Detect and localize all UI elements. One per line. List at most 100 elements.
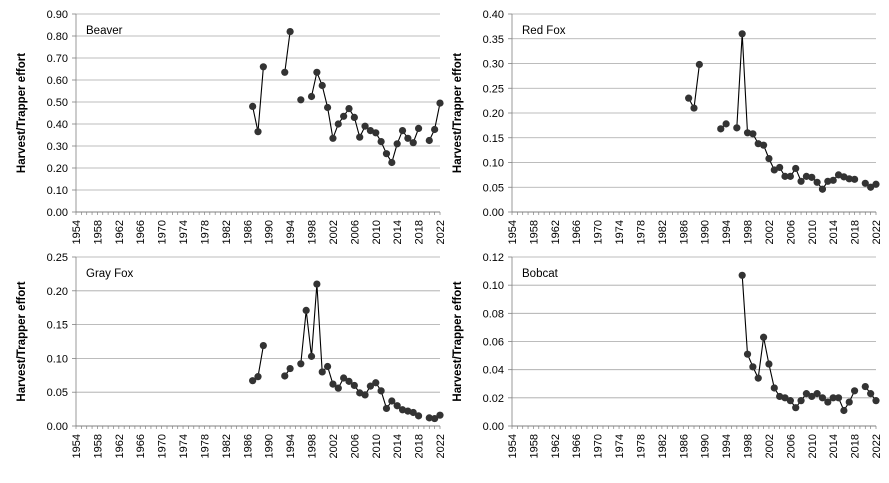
x-tick-label: 2014 xyxy=(392,220,404,244)
y-axis-title: Harvest/Trapper effort xyxy=(16,281,28,401)
data-point xyxy=(249,377,257,385)
data-point xyxy=(808,173,816,181)
data-point xyxy=(409,139,417,147)
x-tick-label: 2018 xyxy=(850,220,862,244)
data-point xyxy=(318,368,326,376)
data-point xyxy=(685,94,693,102)
data-point xyxy=(802,172,811,180)
x-tick-label: 2018 xyxy=(414,434,426,458)
x-tick-label: 1994 xyxy=(721,434,733,458)
y-tick-label: 0.00 xyxy=(47,421,68,433)
chart-title: Bobcat xyxy=(522,268,559,280)
data-point xyxy=(302,306,310,315)
data-point xyxy=(759,141,768,149)
data-point xyxy=(398,127,407,135)
x-tick-label: 2010 xyxy=(371,434,383,458)
x-tick-label: 1954 xyxy=(507,220,519,244)
data-point xyxy=(281,372,289,380)
data-point xyxy=(845,175,853,183)
data-point xyxy=(323,362,332,371)
x-tick-label: 1966 xyxy=(135,220,147,244)
data-point xyxy=(829,394,837,402)
y-tick-label: 0.50 xyxy=(47,97,68,109)
x-tick-label: 2014 xyxy=(828,220,840,244)
x-tick-label: 2002 xyxy=(328,220,340,244)
data-point xyxy=(350,113,358,121)
x-tick-label: 2006 xyxy=(785,220,797,244)
data-point xyxy=(792,404,800,412)
x-tick-label: 1966 xyxy=(135,434,147,458)
data-point xyxy=(388,397,396,405)
data-point xyxy=(797,397,805,405)
data-point xyxy=(781,394,789,402)
y-tick-label: 0.35 xyxy=(483,34,504,46)
x-tick-label: 1974 xyxy=(614,220,626,244)
data-point xyxy=(776,163,784,172)
y-tick-label: 0.25 xyxy=(47,252,68,264)
data-point xyxy=(845,398,853,406)
x-tick-label: 1974 xyxy=(614,434,626,458)
x-tick-label: 2014 xyxy=(392,434,404,458)
x-tick-label: 2002 xyxy=(764,434,776,458)
y-tick-label: 0.10 xyxy=(483,280,504,292)
x-tick-label: 1970 xyxy=(593,220,605,244)
x-tick-label: 2002 xyxy=(764,220,776,244)
x-tick-label: 1970 xyxy=(157,220,169,244)
data-point xyxy=(286,28,294,36)
x-tick-label: 1982 xyxy=(657,220,669,244)
y-tick-label: 0.90 xyxy=(47,9,68,21)
series-line xyxy=(284,31,291,73)
data-point xyxy=(436,411,444,419)
y-tick-label: 0.05 xyxy=(47,387,68,399)
data-point xyxy=(717,125,725,133)
data-point xyxy=(377,138,385,146)
data-point xyxy=(254,373,262,381)
y-tick-label: 0.15 xyxy=(483,133,504,145)
data-point xyxy=(404,134,412,142)
x-tick-label: 1986 xyxy=(242,434,254,458)
data-point xyxy=(259,63,267,71)
x-tick-label: 1982 xyxy=(657,434,669,458)
x-tick-label: 1982 xyxy=(221,220,233,244)
x-tick-label: 1974 xyxy=(178,220,190,244)
data-point xyxy=(297,360,305,368)
x-tick-label: 1958 xyxy=(528,434,540,458)
x-tick-label: 1994 xyxy=(285,220,297,244)
y-tick-label: 0.04 xyxy=(483,365,504,377)
x-tick-label: 2022 xyxy=(435,434,447,458)
data-point xyxy=(361,391,369,399)
data-point xyxy=(393,402,401,410)
data-point xyxy=(759,333,768,341)
y-tick-label: 0.00 xyxy=(47,207,68,219)
x-tick-label: 1998 xyxy=(743,434,755,458)
x-tick-label: 1990 xyxy=(700,434,712,458)
data-point xyxy=(738,30,746,38)
x-tick-label: 2006 xyxy=(349,434,361,458)
x-tick-label: 1994 xyxy=(721,220,733,244)
data-point xyxy=(388,158,396,167)
data-point xyxy=(743,129,752,137)
data-point xyxy=(382,150,391,158)
series-line xyxy=(688,64,700,110)
y-tick-label: 0.25 xyxy=(483,83,504,95)
y-tick-label: 0.05 xyxy=(483,182,504,194)
chart-title: Beaver xyxy=(86,25,123,37)
x-tick-label: 1986 xyxy=(678,434,690,458)
y-tick-label: 0.02 xyxy=(483,393,504,405)
data-point xyxy=(414,412,423,420)
series-line xyxy=(310,70,420,164)
data-point xyxy=(872,180,880,188)
chart-beaver: 0.00 0.10 0.20 0.30 0.40 0.50 0.60 0.70 0.80 0.90… xyxy=(16,9,447,244)
data-point xyxy=(356,133,364,141)
y-tick-label: 0.10 xyxy=(47,185,68,197)
x-tick-label: 1962 xyxy=(550,434,562,458)
y-axis-title: Harvest/Trapper effort xyxy=(452,53,464,173)
chart-gray-fox: 0.00 0.05 0.10 0.15 0.20 0.25 1954 1958 1962 1966… xyxy=(16,252,447,458)
x-tick-label: 2010 xyxy=(807,220,819,244)
x-tick-label: 1978 xyxy=(199,434,211,458)
y-tick-label: 0.00 xyxy=(483,207,504,219)
y-tick-label: 0.08 xyxy=(483,308,504,320)
data-point xyxy=(323,103,332,112)
x-tick-label: 1958 xyxy=(92,220,104,244)
